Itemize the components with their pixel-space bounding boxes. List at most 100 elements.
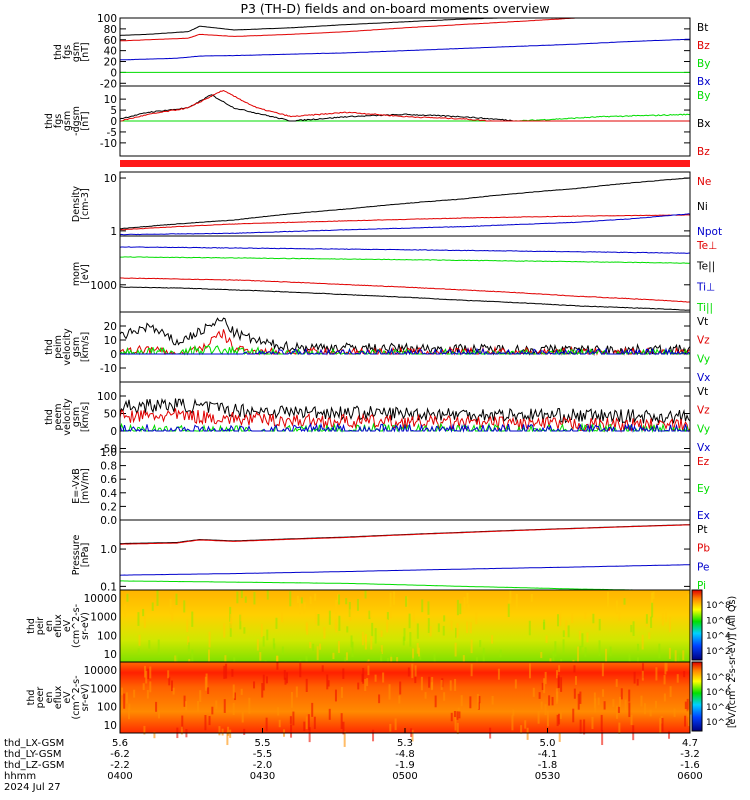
y-tick-label: -10: [100, 363, 117, 375]
spectrogram-cell: [579, 691, 582, 704]
spectrogram-cell: [442, 625, 445, 636]
legend-entry: Vy: [697, 423, 710, 435]
spectrogram-cell: [469, 622, 472, 634]
spectrogram-cell: [537, 710, 540, 724]
y-tick-label: 0.0: [100, 515, 117, 527]
y-tick-label: 0: [110, 349, 117, 361]
panel-peer_eflux: thdpeerenefluxeV(cm^2-s-sr-eV)1000010001…: [26, 661, 692, 747]
legend-entry: Ez: [697, 456, 710, 468]
spectrogram-cell: [312, 643, 315, 651]
spectrogram-cell: [581, 633, 584, 648]
spectrogram-cell: [405, 596, 408, 607]
spectrogram-cell: [687, 709, 690, 717]
spectrogram-cell: [609, 646, 612, 656]
y-tick-label: 80: [104, 24, 117, 36]
spectrogram-cell: [286, 672, 289, 684]
legend-entry: Ti⊥: [696, 281, 715, 293]
spectrogram-cell: [299, 663, 302, 678]
series-line-ne: [120, 214, 690, 231]
y-axis-label-line: gsm: [62, 111, 73, 131]
legend-entry: Vt: [697, 316, 708, 328]
legend-entry: Vz: [697, 405, 710, 417]
spectrogram-cell: [127, 707, 130, 720]
spectrogram-cell: [338, 594, 341, 605]
spectrogram-cell: [334, 620, 337, 630]
y-axis-label: E=-VxB[mV/m]: [71, 468, 91, 504]
colorbar-tick-label: 10^6: [706, 616, 731, 626]
y-axis-label: Density[cm-3]: [71, 186, 91, 222]
spectrogram-cell: [367, 665, 370, 676]
spectrogram-cell: [674, 650, 677, 665]
spectrogram-cell: [628, 689, 631, 702]
spectrogram-cell: [327, 680, 330, 687]
spectrogram-cell: [454, 717, 457, 731]
spectrogram-cell: [208, 631, 211, 648]
spectrogram-cell: [265, 676, 268, 684]
y-axis-label-line: thd: [26, 690, 37, 706]
spectrogram-cell: [558, 732, 561, 742]
spectrogram-cell: [314, 608, 317, 624]
spectrogram-cell: [463, 597, 466, 613]
spectrogram-cell: [661, 717, 664, 732]
spectrogram-cell: [687, 594, 690, 610]
spectrogram-cell: [368, 610, 371, 620]
spectrogram-cell: [642, 663, 645, 679]
spectrogram-cell: [618, 696, 621, 707]
x-axis-value: 5.6: [112, 738, 128, 749]
spectrogram-cell: [546, 710, 549, 727]
spectrogram-cell: [290, 724, 293, 738]
spectrogram-cell: [239, 614, 242, 630]
spectrogram-cell: [186, 619, 189, 633]
spectrogram-cell: [211, 706, 214, 715]
spectrogram-cell: [651, 592, 654, 605]
y-tick-label: 0.6: [100, 474, 117, 486]
legend-entry: Pb: [697, 543, 710, 555]
spectrogram-cell: [407, 667, 410, 677]
y-tick-label: 20: [104, 321, 117, 333]
spectrogram-cell: [543, 678, 546, 694]
spectrogram-cell: [606, 591, 609, 607]
spectrogram-cell: [364, 590, 367, 599]
spectrogram-cell: [491, 635, 494, 644]
spectrogram-cell: [334, 689, 337, 702]
spectrogram-cell: [289, 591, 292, 607]
spectrogram-cell: [431, 676, 434, 690]
spectrogram-cell: [123, 693, 126, 709]
spectrogram-cell: [357, 682, 360, 690]
y-tick-label: 0.8: [100, 461, 117, 473]
spectrogram-cell: [649, 709, 652, 717]
spectrogram-cell: [256, 639, 259, 651]
y-tick-label: 60: [104, 35, 117, 47]
colorbar-label-text: [eV/(cm^2-s-sr-eV)] (All Qs): [727, 596, 738, 728]
y-axis-label-line: thd: [44, 113, 55, 129]
spectrogram-cell: [615, 679, 618, 687]
spectrogram-cell: [305, 716, 308, 730]
spectrogram-cell: [174, 655, 177, 664]
spectrogram-cell: [378, 694, 381, 704]
spectrogram-cell: [187, 636, 190, 646]
spectrogram-cell: [477, 702, 480, 710]
spectrogram-cell: [362, 667, 365, 684]
series-line-pb: [120, 524, 690, 545]
spectrogram-cell: [126, 593, 129, 602]
spectrogram-cell: [138, 634, 141, 646]
spectrogram-cell: [669, 686, 672, 698]
y-tick-label: 1: [110, 226, 117, 238]
spectrogram-cell: [142, 608, 145, 617]
y-axis-label-line: (cm^2-s-: [71, 676, 82, 720]
spectrogram-cell: [243, 627, 246, 634]
spectrogram-cell: [475, 612, 478, 625]
legend-entry: Vz: [697, 335, 710, 347]
spectrogram-cell: [317, 614, 320, 626]
panel-efield: E=-VxB[mV/m] 1.0 0.80.6 0.40.2 0.0 Ez Ey Ex: [71, 447, 710, 527]
y-tick-label: 0.4: [100, 488, 117, 500]
spectrogram-cell: [677, 655, 680, 663]
spectrogram-cell: [419, 653, 422, 660]
spectrogram-cell: [290, 692, 293, 708]
spectrogram-cell: [171, 608, 174, 621]
y-axis-label-line: [eV]: [80, 264, 91, 284]
y-axis-label-line: gsm: [71, 42, 82, 62]
spectrogram-cell: [512, 709, 515, 716]
spectrogram-cell: [567, 625, 570, 638]
series-line-te: [120, 277, 690, 303]
